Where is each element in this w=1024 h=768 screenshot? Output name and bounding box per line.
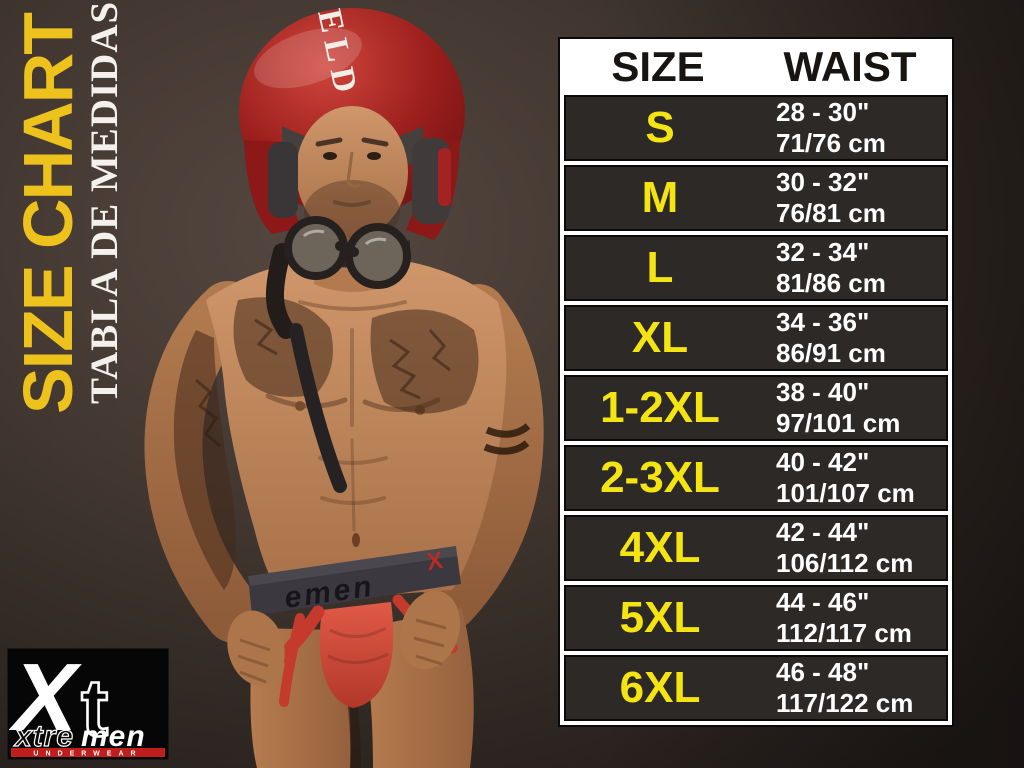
size-label: 1-2XL	[600, 383, 720, 432]
waist-value: 34 - 36" 86/91 cm	[754, 307, 946, 368]
waist-cm: 76/81 cm	[776, 198, 886, 228]
navel	[352, 533, 360, 547]
size-label: M	[641, 173, 679, 222]
goggles	[266, 216, 411, 493]
waist-cm: 81/86 cm	[776, 268, 886, 298]
table-row: 6XL 46 - 48" 117/122 cm	[564, 655, 948, 721]
size-label: 2-3XL	[600, 453, 720, 502]
waist-value: 44 - 46" 112/117 cm	[754, 587, 946, 648]
table-row: 2-3XL 40 - 42" 101/107 cm	[564, 445, 948, 511]
waist-inches: 44 - 46"	[776, 587, 870, 618]
model-photo: ELD	[144, 6, 544, 768]
waist-cm: 71/76 cm	[776, 128, 886, 158]
waist-cm: 101/107 cm	[776, 478, 915, 508]
size-label: 4XL	[619, 523, 701, 572]
waist-value: 38 - 40" 97/101 cm	[754, 377, 946, 438]
logo-monogram-t: t	[81, 663, 108, 754]
size-label: XL	[631, 313, 689, 362]
waist-inches: 46 - 48"	[776, 657, 870, 688]
waist-inches: 32 - 34"	[776, 237, 870, 268]
waist-inches: 40 - 42"	[776, 447, 870, 478]
waist-value: 32 - 34" 81/86 cm	[754, 237, 946, 298]
logo-red-band	[11, 748, 165, 757]
table-row: 1-2XL 38 - 40" 97/101 cm	[564, 375, 948, 441]
armband-tattoo	[483, 423, 531, 455]
waist-value: 46 - 48" 117/122 cm	[754, 657, 946, 718]
waist-cm: 112/117 cm	[776, 618, 912, 648]
waist-value: 30 - 32" 76/81 cm	[754, 167, 946, 228]
hands	[227, 590, 460, 686]
nipple	[295, 401, 305, 411]
table-header-row: SIZE WAIST	[564, 43, 948, 91]
waist-inches: 34 - 36"	[776, 307, 870, 338]
waistband-logo: X	[425, 547, 445, 576]
waist-inches: 28 - 30"	[776, 97, 870, 128]
page-subtitle: TABLA DE MEDIDAS	[83, 0, 126, 404]
table-row: S 28 - 30" 71/76 cm	[564, 95, 948, 161]
waist-inches: 30 - 32"	[776, 167, 870, 198]
underwear: emen X	[248, 546, 461, 708]
waist-cm: 106/112 cm	[776, 548, 914, 578]
table-row: M 30 - 32" 76/81 cm	[564, 165, 948, 231]
size-label: 6XL	[619, 663, 701, 712]
column-header-size: SIZE	[611, 43, 705, 90]
table-row: 4XL 42 - 44" 106/112 cm	[564, 515, 948, 581]
table-row: L 32 - 34" 81/86 cm	[564, 235, 948, 301]
waist-cm: 86/91 cm	[776, 338, 886, 368]
column-header-waist: WAIST	[783, 43, 917, 90]
logo-monogram-x: X	[8, 648, 82, 751]
waist-inches: 38 - 40"	[776, 377, 870, 408]
waist-cm: 117/122 cm	[776, 688, 914, 718]
page-title: SIZE CHART	[9, 14, 87, 414]
size-label: L	[646, 243, 674, 292]
xtremen-logo: X t xtre men UNDERWEAR	[7, 648, 169, 760]
table-row: 5XL 44 - 46" 112/117 cm	[564, 585, 948, 651]
waist-value: 28 - 30" 71/76 cm	[754, 97, 946, 158]
tattoo-pattern	[195, 318, 451, 448]
waist-value: 42 - 44" 106/112 cm	[754, 517, 946, 578]
waist-inches: 42 - 44"	[776, 517, 870, 548]
size-label: S	[645, 103, 675, 152]
jock-pouch	[319, 602, 394, 708]
size-table: SIZE WAIST S 28 - 30" 71/76 cm M 30 - 32…	[558, 37, 954, 727]
size-label: 5XL	[619, 593, 701, 642]
logo-name-outline: xtre	[13, 720, 74, 753]
table-row: XL 34 - 36" 86/91 cm	[564, 305, 948, 371]
waist-value: 40 - 42" 101/107 cm	[754, 447, 946, 508]
logo-name-solid: men	[81, 720, 146, 753]
waist-cm: 97/101 cm	[776, 408, 901, 438]
logo-tagline: UNDERWEAR	[33, 751, 142, 758]
